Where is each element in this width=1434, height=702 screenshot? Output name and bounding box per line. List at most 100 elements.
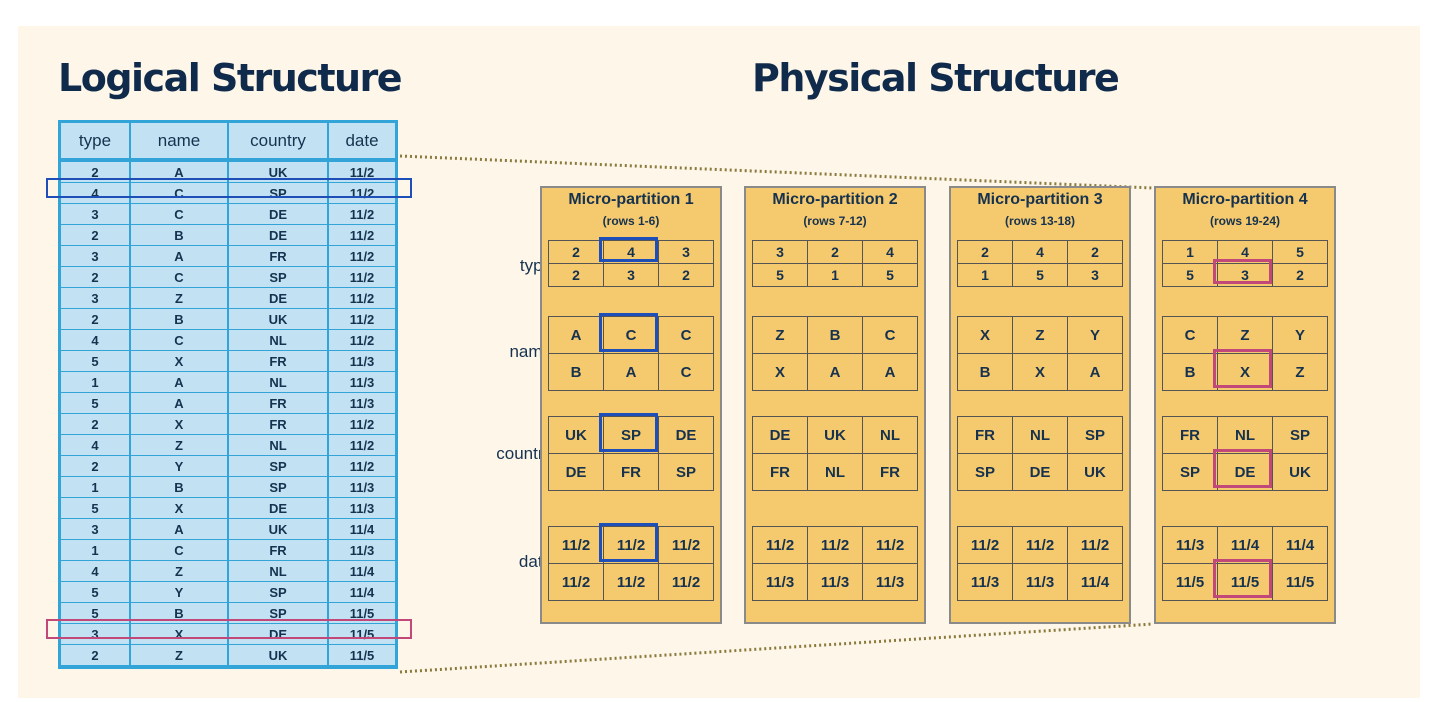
table-row: 5 X FR 11/3 bbox=[61, 351, 395, 372]
grid-row: SP DE UK bbox=[958, 453, 1122, 490]
grid-cell: 11/5 bbox=[1272, 564, 1327, 600]
grid-cell: 2 bbox=[572, 244, 580, 260]
table-cell: 11/4 bbox=[329, 519, 395, 540]
table-cell: 4 bbox=[61, 183, 131, 204]
grid-cell: X bbox=[1217, 354, 1272, 390]
grid-cell: 3 bbox=[603, 264, 658, 286]
table-cell: 11/3 bbox=[329, 477, 395, 498]
grid-cell: 11/2 bbox=[970, 536, 1000, 554]
table-cell: C bbox=[131, 204, 229, 225]
table-cell: 2 bbox=[61, 645, 131, 666]
grid-cell: FR bbox=[770, 463, 790, 481]
table-cell: 1 bbox=[61, 540, 131, 561]
table-row: 5 X DE 11/3 bbox=[61, 498, 395, 519]
table-row: 2 Y SP 11/2 bbox=[61, 456, 395, 477]
grid-cell: UK bbox=[1272, 454, 1327, 490]
grid-cell: 2 bbox=[981, 244, 989, 260]
grid-cell: 3 bbox=[1067, 264, 1122, 286]
grid-cell: 11/2 bbox=[561, 573, 591, 591]
grid-row: 11/2 11/2 11/2 bbox=[958, 527, 1122, 563]
column-header: name bbox=[131, 123, 229, 159]
grid-cell: 11/2 bbox=[1012, 527, 1067, 563]
table-cell: 11/3 bbox=[329, 393, 395, 414]
grid-cell: FR bbox=[1180, 426, 1200, 444]
table-cell: 2 bbox=[61, 225, 131, 246]
grid-cell: FR bbox=[975, 426, 995, 444]
table-cell: 5 bbox=[61, 351, 131, 372]
grid-row: UK SP DE bbox=[549, 417, 713, 453]
grid-cell: C bbox=[658, 354, 713, 390]
table-cell: X bbox=[131, 498, 229, 519]
row-label-date: date bbox=[518, 552, 552, 571]
table-cell: 11/2 bbox=[329, 330, 395, 351]
grid-cell: FR bbox=[862, 454, 917, 490]
grid-row: 11/3 11/4 11/4 bbox=[1163, 527, 1327, 563]
physical-structure-title: Physical Structure bbox=[752, 56, 1120, 100]
table-cell: 11/2 bbox=[329, 204, 395, 225]
grid-cell: 11/5 bbox=[1175, 573, 1205, 591]
table-row: 3 A UK 11/4 bbox=[61, 519, 395, 540]
grid-cell: Z bbox=[1012, 317, 1067, 353]
table-row: 2 B UK 11/2 bbox=[61, 309, 395, 330]
grid-cell: C bbox=[862, 317, 917, 353]
grid-cell: 11/5 bbox=[1217, 564, 1272, 600]
grid-cell: 5 bbox=[862, 264, 917, 286]
table-row: 3 X DE 11/5 bbox=[61, 624, 395, 645]
table-cell: Z bbox=[131, 435, 229, 456]
table-cell: B bbox=[131, 225, 229, 246]
column-header: date bbox=[329, 123, 395, 159]
table-cell: B bbox=[131, 477, 229, 498]
grid-cell: 1 bbox=[1186, 244, 1194, 260]
table-cell: 1 bbox=[61, 372, 131, 393]
grid-cell: 5 bbox=[776, 267, 784, 283]
cell-highlight-blue bbox=[599, 413, 658, 452]
grid-cell: 11/3 bbox=[807, 564, 862, 600]
date-column-grid: 11/2 11/2 11/2 11/3 11/3 11/4 bbox=[957, 526, 1123, 601]
table-cell: 11/3 bbox=[329, 351, 395, 372]
table-row: 1 B SP 11/3 bbox=[61, 477, 395, 498]
grid-cell: B bbox=[807, 317, 862, 353]
grid-cell: A bbox=[807, 354, 862, 390]
table-cell: UK bbox=[229, 309, 329, 330]
micro-partition-2: Micro-partition 2 (rows 7-12) 3 2 4 5 1 5 Z B C X A A… bbox=[744, 186, 926, 624]
table-cell: 11/2 bbox=[329, 246, 395, 267]
grid-cell: DE bbox=[1217, 454, 1272, 490]
table-row: 4 Z NL 11/4 bbox=[61, 561, 395, 582]
table-cell: 11/2 bbox=[329, 225, 395, 246]
table-cell: C bbox=[131, 330, 229, 351]
grid-cell: SP bbox=[1067, 417, 1122, 453]
table-cell: 11/4 bbox=[329, 582, 395, 603]
table-cell: 2 bbox=[61, 162, 131, 183]
table-cell: 11/2 bbox=[329, 435, 395, 456]
grid-cell: A bbox=[570, 326, 582, 344]
grid-cell: SP bbox=[603, 417, 658, 453]
grid-cell: B bbox=[570, 363, 582, 381]
table-row: 2 Z UK 11/5 bbox=[61, 645, 395, 666]
row-label-country: country bbox=[496, 444, 552, 463]
cell-highlight-pink bbox=[1213, 349, 1272, 388]
grid-row: 11/2 11/2 11/2 bbox=[753, 527, 917, 563]
table-cell: 3 bbox=[61, 624, 131, 645]
partition-row-range: (rows 7-12) bbox=[803, 214, 867, 228]
table-cell: Z bbox=[131, 561, 229, 582]
grid-cell: 11/2 bbox=[807, 527, 862, 563]
grid-cell: DE bbox=[769, 426, 791, 444]
cell-highlight-blue bbox=[599, 313, 658, 352]
grid-cell: DE bbox=[658, 417, 713, 453]
grid-row: 11/5 11/5 11/5 bbox=[1163, 563, 1327, 600]
table-cell: 11/3 bbox=[329, 498, 395, 519]
country-column-grid: FR NL SP SP DE UK bbox=[1162, 416, 1328, 491]
table-cell: A bbox=[131, 372, 229, 393]
grid-cell: 11/2 bbox=[658, 564, 713, 600]
table-cell: C bbox=[131, 540, 229, 561]
